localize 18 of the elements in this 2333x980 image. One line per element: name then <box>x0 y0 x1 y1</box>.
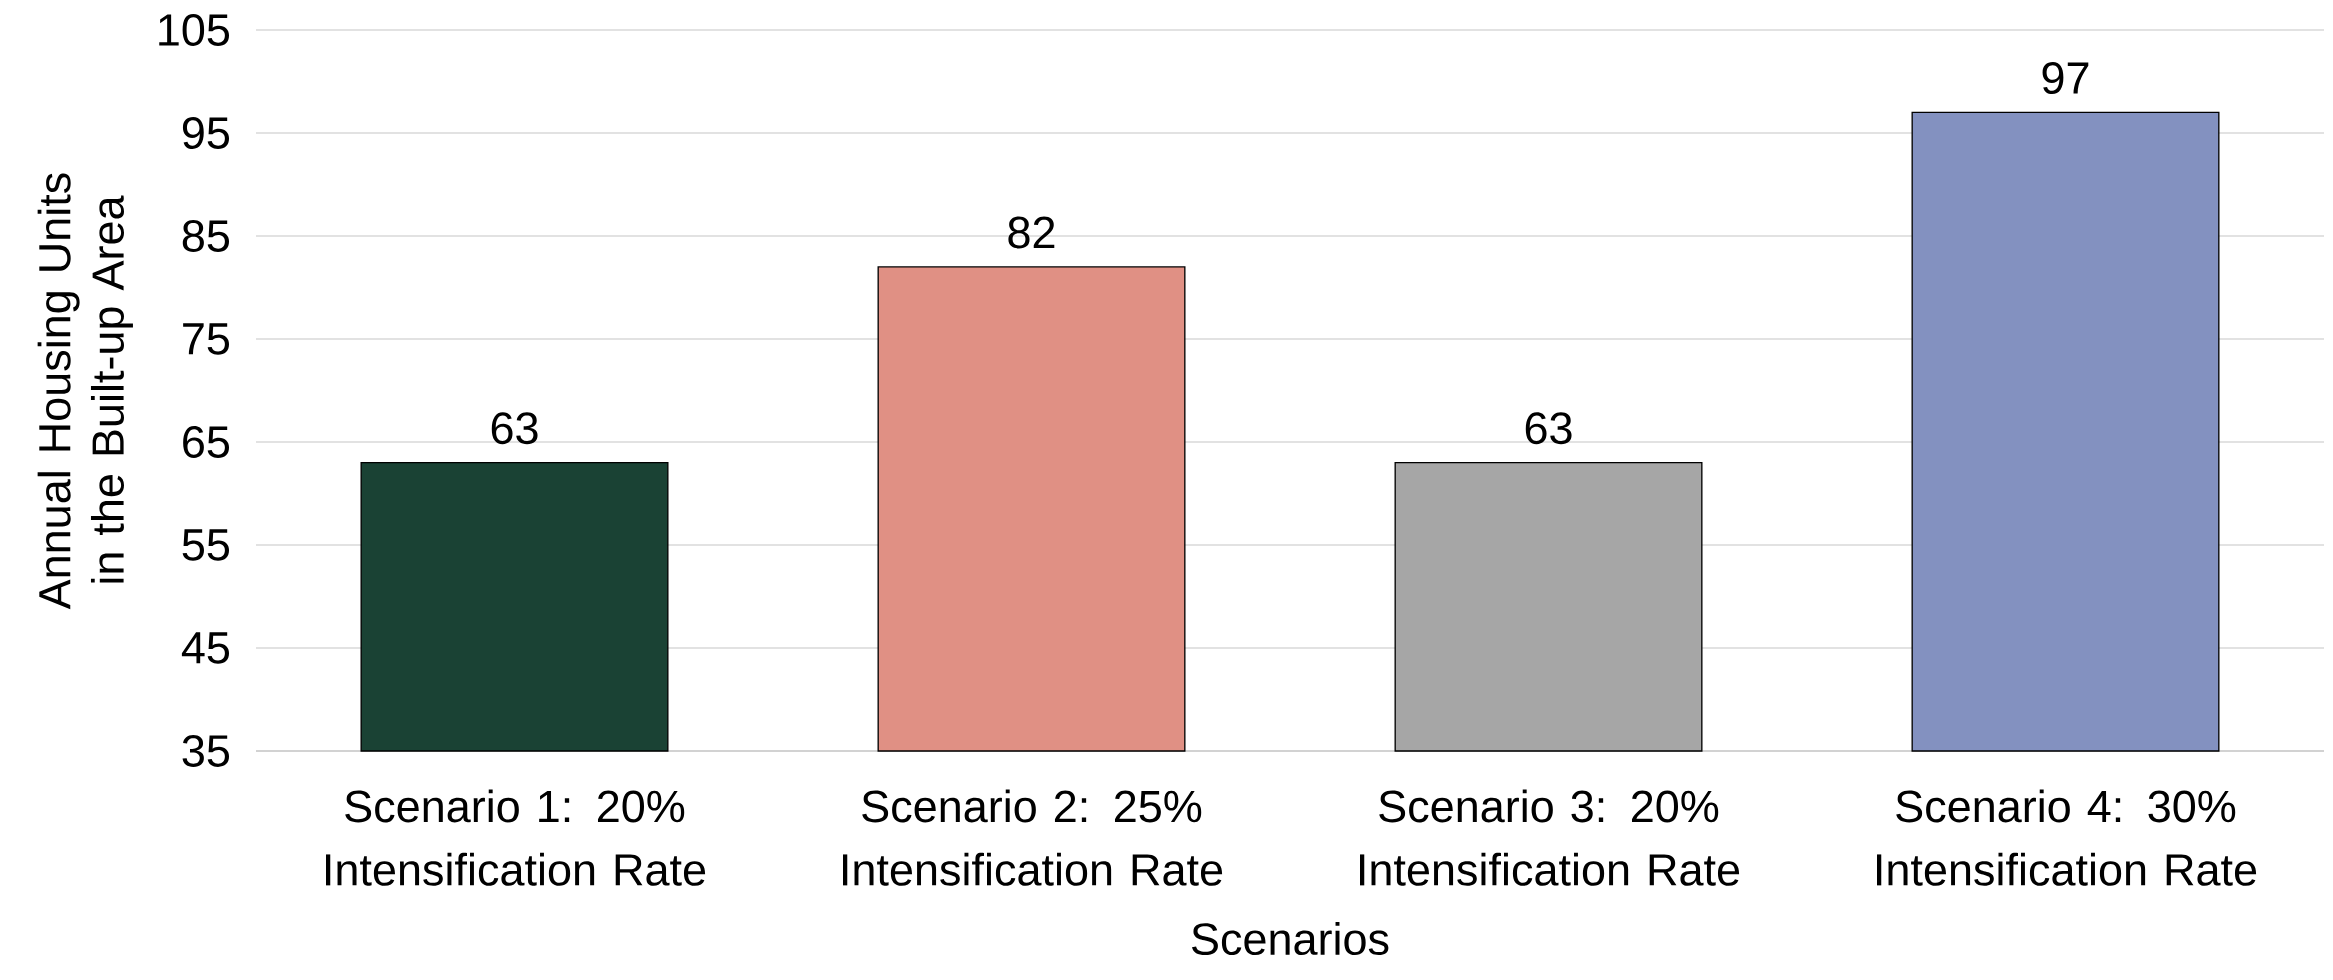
x-tick-label: Scenario 3: 20% Intensification Rate <box>1360 789 1740 886</box>
y-tick-label: 45 <box>181 632 230 664</box>
y-tick-label: 75 <box>183 323 230 355</box>
y-tick-label: 95 <box>182 117 230 149</box>
y-tick-label: 55 <box>182 529 230 561</box>
x-tick-label: Scenario 2: 25% Intensification Rate <box>843 789 1223 886</box>
y-tick-label: 35 <box>182 735 230 767</box>
data-label: 63 <box>1525 412 1572 445</box>
y-axis-title: Annual Housing Units in the Built-up Area <box>37 173 133 610</box>
x-axis-title: Scenarios <box>1191 922 1389 956</box>
data-label: 97 <box>2042 62 2089 94</box>
x-tick-label: Scenario 1: 20% Intensification Rate <box>326 789 706 886</box>
y-tick-label: 85 <box>182 220 230 252</box>
data-label: 82 <box>1008 216 1055 249</box>
x-tick-label: Scenario 4: 30% Intensification Rate <box>1877 789 2257 886</box>
y-tick-label: 65 <box>183 426 230 458</box>
data-label: 63 <box>491 412 538 445</box>
y-tick-label: 105 <box>159 14 230 46</box>
